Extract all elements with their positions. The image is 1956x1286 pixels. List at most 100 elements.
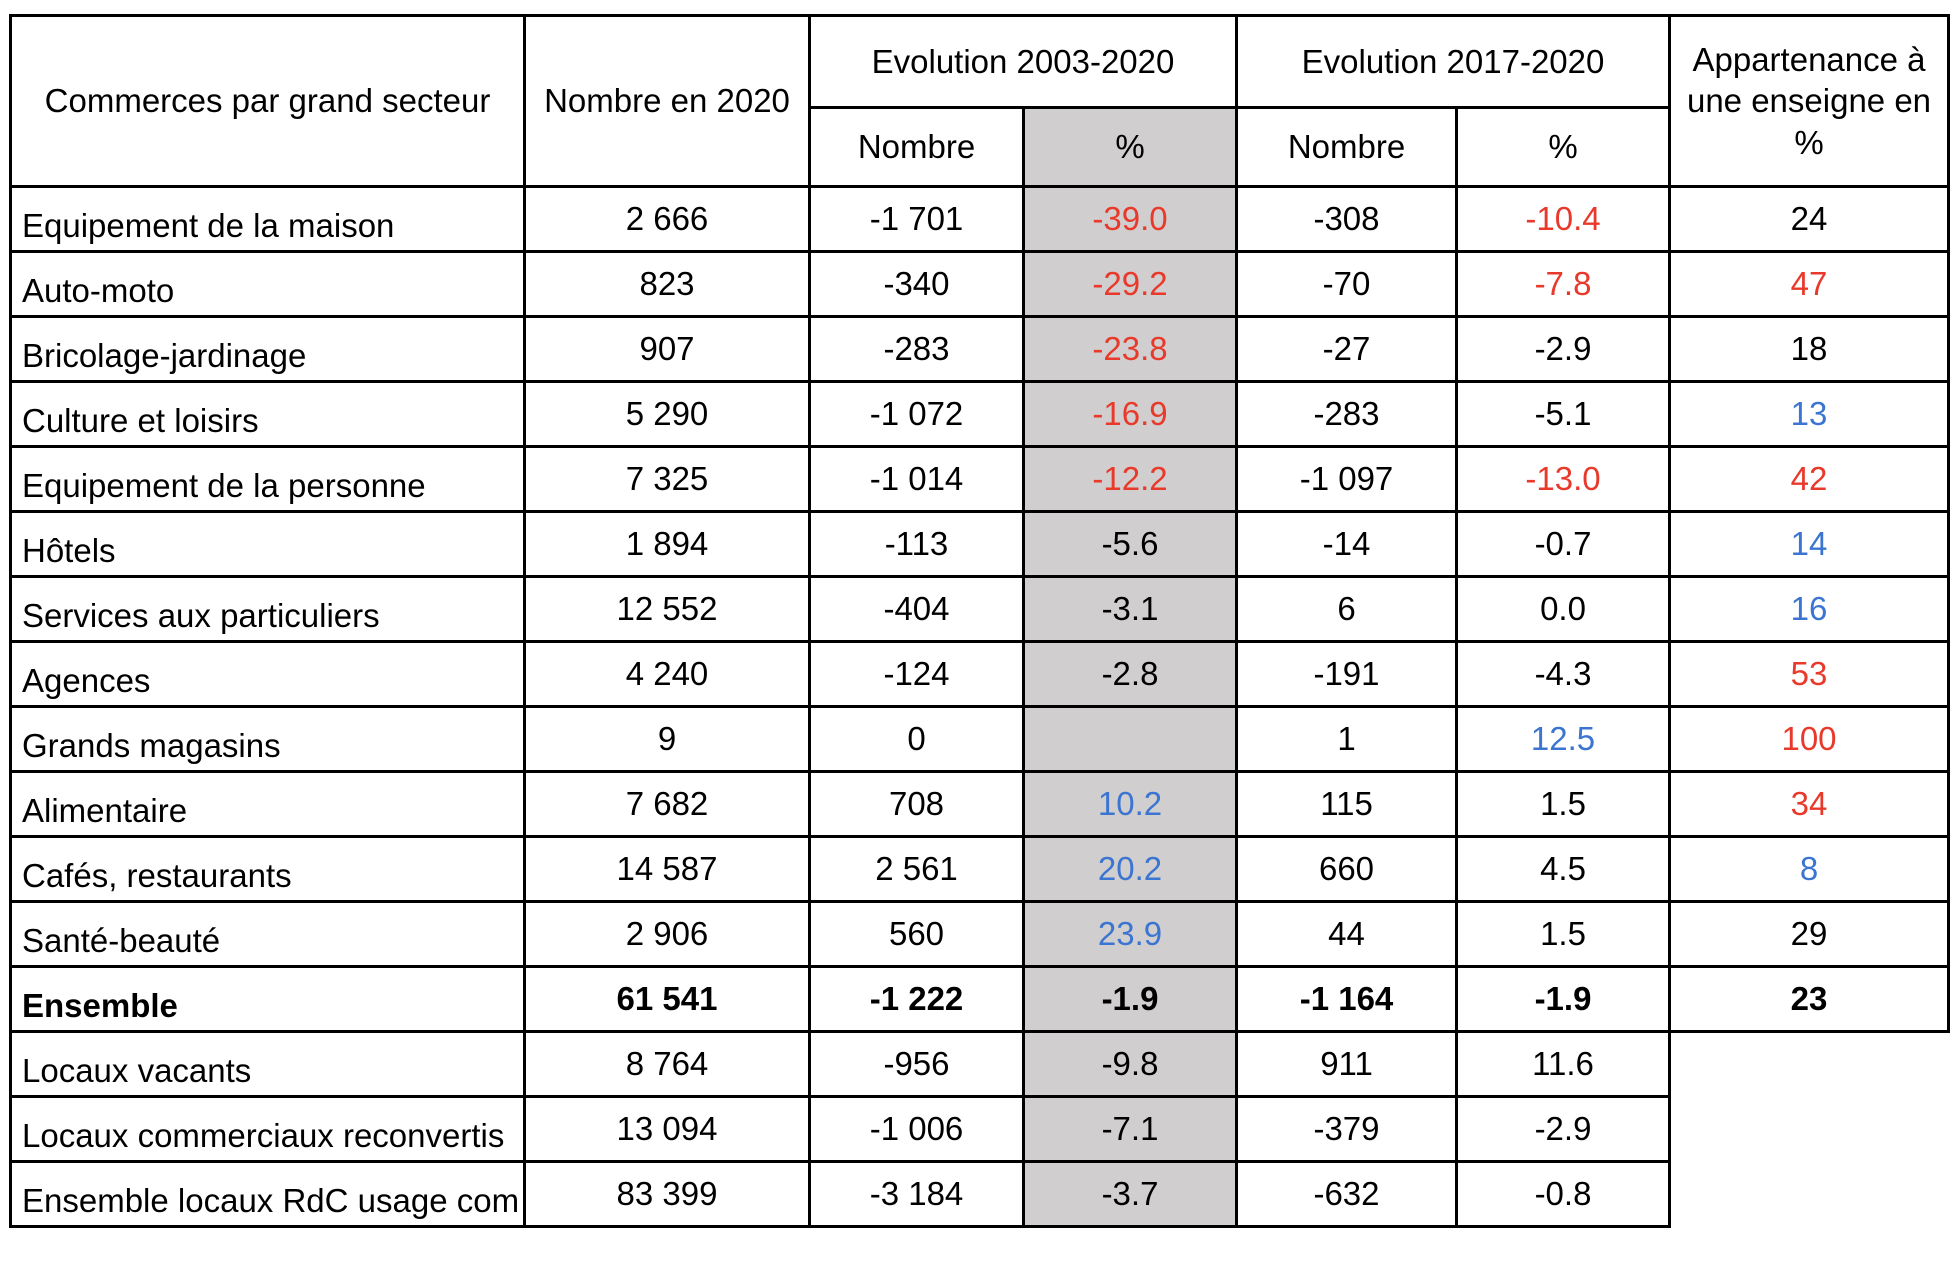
table-row: Equipement de la personne 7 325 -1 014 -12.… xyxy=(9,445,1950,513)
cell-evo-2003-2020-pct: -1.9 xyxy=(1022,965,1238,1033)
cell-count-2020: 5 290 xyxy=(523,380,811,448)
cell-evo-2003-2020-pct: 23.9 xyxy=(1022,900,1238,968)
cell-count-2020: 4 240 xyxy=(523,640,811,708)
table-row: Ensemble locaux RdC usage com 83 399 -3 18… xyxy=(9,1160,1949,1228)
table-row: Santé-beauté 2 906 560 23.9 44 1.5 29 xyxy=(9,900,1950,968)
row-label: Equipement de la personne xyxy=(9,445,526,513)
table-row: Hôtels 1 894 -113 -5.6 -14 -0.7 14 xyxy=(9,510,1950,578)
cell-count-2020: 8 764 xyxy=(523,1030,811,1098)
cell-count-2020: 7 325 xyxy=(523,445,811,513)
row-label: Auto-moto xyxy=(9,250,526,318)
cell-enseigne-pct: 24 xyxy=(1668,185,1950,253)
cell-evo-2017-2020-pct: 4.5 xyxy=(1455,835,1671,903)
cell-enseigne-pct: 100 xyxy=(1668,705,1950,773)
cell-evo-2003-2020-pct: -29.2 xyxy=(1022,250,1238,318)
cell-evo-2017-2020-nombre: 115 xyxy=(1235,770,1458,838)
header-sector: Commerces par grand secteur xyxy=(9,14,526,188)
cell-enseigne-pct: 8 xyxy=(1668,835,1950,903)
cell-evo-2003-2020-pct: -9.8 xyxy=(1022,1030,1238,1098)
row-label: Ensemble xyxy=(9,965,526,1033)
row-label: Bricolage-jardinage xyxy=(9,315,526,383)
cell-count-2020: 1 894 xyxy=(523,510,811,578)
cell-evo-2003-2020-nombre: -1 072 xyxy=(808,380,1025,448)
cell-evo-2003-2020-nombre: 0 xyxy=(808,705,1025,773)
header-evolution-2003-2020: Evolution 2003-2020 xyxy=(808,14,1238,109)
cell-enseigne-pct: 14 xyxy=(1668,510,1950,578)
cell-evo-2017-2020-pct: 0.0 xyxy=(1455,575,1671,643)
cell-enseigne-pct: 29 xyxy=(1668,900,1950,968)
subheader-nombre-2003-2020: Nombre xyxy=(808,106,1025,188)
cell-evo-2003-2020-pct: -3.1 xyxy=(1022,575,1238,643)
cell-evo-2017-2020-pct: -4.3 xyxy=(1455,640,1671,708)
row-label: Alimentaire xyxy=(9,770,526,838)
cell-evo-2017-2020-pct: -2.9 xyxy=(1455,315,1671,383)
cell-enseigne-pct: 13 xyxy=(1668,380,1950,448)
cell-evo-2017-2020-nombre: 660 xyxy=(1235,835,1458,903)
cell-count-2020: 14 587 xyxy=(523,835,811,903)
cell-evo-2003-2020-pct xyxy=(1022,705,1238,773)
subheader-nombre-2017-2020: Nombre xyxy=(1235,106,1458,188)
cell-enseigne-pct: 23 xyxy=(1668,965,1950,1033)
cell-count-2020: 907 xyxy=(523,315,811,383)
table-row: Alimentaire 7 682 708 10.2 115 1.5 34 xyxy=(9,770,1950,838)
cell-enseigne-pct: 34 xyxy=(1668,770,1950,838)
page: Commerces par grand secteur Nombre en 20… xyxy=(9,14,1950,1228)
cell-evo-2003-2020-nombre: 560 xyxy=(808,900,1025,968)
subheader-pct-2017-2020: % xyxy=(1455,106,1671,188)
cell-enseigne-pct: 53 xyxy=(1668,640,1950,708)
cell-enseigne-pct xyxy=(1669,1096,1949,1162)
row-label: Equipement de la maison xyxy=(9,185,526,253)
table-row: Bricolage-jardinage 907 -283 -23.8 -27 -2.9 18 xyxy=(9,315,1950,383)
row-label: Cafés, restaurants xyxy=(9,835,526,903)
header-count-2020: Nombre en 2020 xyxy=(523,14,811,188)
cell-evo-2017-2020-nombre: -632 xyxy=(1235,1160,1458,1228)
row-label: Locaux vacants xyxy=(9,1030,526,1098)
cell-evo-2003-2020-nombre: -404 xyxy=(808,575,1025,643)
commerce-sectors-table: Commerces par grand secteur Nombre en 20… xyxy=(9,14,1950,1228)
cell-enseigne-pct: 42 xyxy=(1668,445,1950,513)
cell-enseigne-pct: 47 xyxy=(1668,250,1950,318)
cell-evo-2003-2020-nombre: -3 184 xyxy=(808,1160,1025,1228)
cell-evo-2017-2020-nombre: -70 xyxy=(1235,250,1458,318)
row-label: Ensemble locaux RdC usage com xyxy=(9,1160,526,1228)
cell-evo-2017-2020-nombre: -379 xyxy=(1235,1095,1458,1163)
cell-enseigne-pct xyxy=(1669,1031,1949,1097)
cell-evo-2003-2020-pct: -23.8 xyxy=(1022,315,1238,383)
cell-evo-2017-2020-nombre: 911 xyxy=(1235,1030,1458,1098)
cell-evo-2003-2020-pct: 10.2 xyxy=(1022,770,1238,838)
table-row: Equipement de la maison 2 666 -1 701 -39.0-… xyxy=(9,185,1950,253)
table-body: Equipement de la maison 2 666 -1 701 -39.0-… xyxy=(9,185,1950,1228)
cell-count-2020: 7 682 xyxy=(523,770,811,838)
cell-enseigne-pct xyxy=(1669,1161,1949,1227)
cell-evo-2003-2020-pct: -39.0 xyxy=(1022,185,1238,253)
cell-evo-2017-2020-pct: -5.1 xyxy=(1455,380,1671,448)
table-row: Locaux commerciaux reconvertis 13 094 -1 0… xyxy=(9,1095,1949,1163)
cell-evo-2017-2020-nombre: 6 xyxy=(1235,575,1458,643)
cell-evo-2017-2020-pct: -7.8 xyxy=(1455,250,1671,318)
cell-evo-2003-2020-nombre: -1 014 xyxy=(808,445,1025,513)
cell-evo-2003-2020-pct: 20.2 xyxy=(1022,835,1238,903)
cell-enseigne-pct: 16 xyxy=(1668,575,1950,643)
subheader-pct-2003-2020: % xyxy=(1022,106,1238,188)
cell-evo-2017-2020-pct: -13.0 xyxy=(1455,445,1671,513)
cell-evo-2003-2020-pct: -2.8 xyxy=(1022,640,1238,708)
table-row: Agences 4 240 -124 -2.8 -191 -4.3 53 xyxy=(9,640,1950,708)
cell-count-2020: 823 xyxy=(523,250,811,318)
cell-evo-2003-2020-nombre: -1 222 xyxy=(808,965,1025,1033)
cell-evo-2017-2020-nombre: -14 xyxy=(1235,510,1458,578)
cell-count-2020: 13 094 xyxy=(523,1095,811,1163)
row-label: Hôtels xyxy=(9,510,526,578)
cell-evo-2017-2020-pct: 1.5 xyxy=(1455,900,1671,968)
cell-evo-2003-2020-pct: -5.6 xyxy=(1022,510,1238,578)
row-label: Grands magasins xyxy=(9,705,526,773)
header-enseigne-pct: Appartenance à une enseigne en % xyxy=(1668,14,1950,188)
cell-evo-2003-2020-nombre: -283 xyxy=(808,315,1025,383)
cell-evo-2003-2020-nombre: -113 xyxy=(808,510,1025,578)
cell-evo-2017-2020-pct: -2.9 xyxy=(1455,1095,1671,1163)
row-label: Locaux commerciaux reconvertis xyxy=(9,1095,526,1163)
cell-evo-2003-2020-pct: -3.7 xyxy=(1022,1160,1238,1228)
row-label: Services aux particuliers xyxy=(9,575,526,643)
cell-evo-2003-2020-nombre: -1 006 xyxy=(808,1095,1025,1163)
table-row: Ensemble 61 541 -1 222 -1.9 -1 164 -1.9 23 xyxy=(9,965,1950,1033)
cell-evo-2003-2020-pct: -12.2 xyxy=(1022,445,1238,513)
